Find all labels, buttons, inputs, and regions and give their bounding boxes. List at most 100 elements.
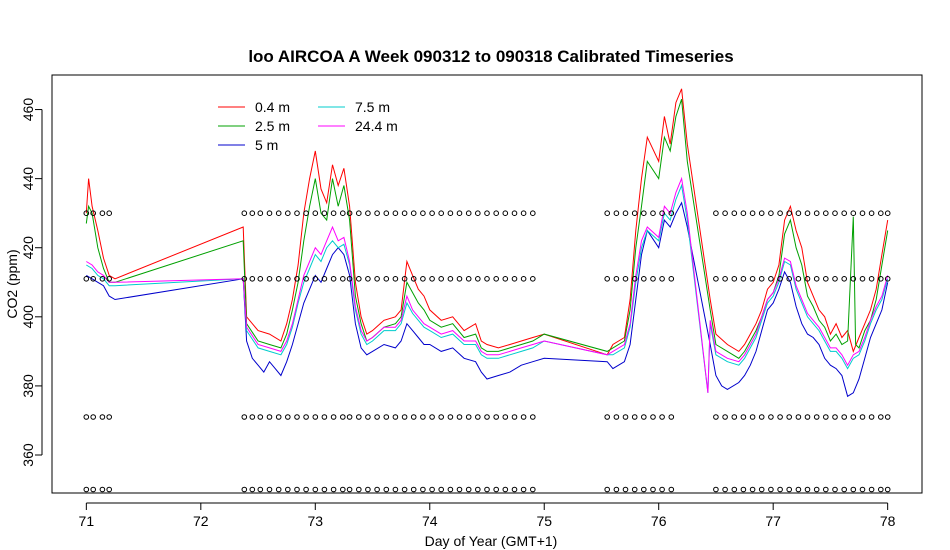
flag-point-3-13 xyxy=(321,486,328,493)
flag-point-1-30 xyxy=(475,276,481,282)
flag-point-2-17 xyxy=(356,414,362,420)
flag-point-2-7 xyxy=(266,414,273,420)
flag-point-0-27 xyxy=(447,210,454,216)
flag-point-0-58 xyxy=(832,210,838,216)
flag-point-3-26 xyxy=(438,486,445,493)
flag-point-2-43 xyxy=(659,414,665,420)
flag-point-3-58 xyxy=(832,486,838,493)
flag-point-1-46 xyxy=(722,276,728,282)
flag-point-3-44 xyxy=(668,486,675,493)
flag-point-1-11 xyxy=(303,276,309,282)
flag-point-1-40 xyxy=(631,276,638,282)
flag-point-1-20 xyxy=(383,276,390,282)
flag-point-1-51 xyxy=(768,276,774,282)
flag-point-3-41 xyxy=(641,486,647,493)
flag-point-2-6 xyxy=(257,414,264,420)
flag-point-0-28 xyxy=(456,210,463,216)
flag-point-1-63 xyxy=(878,276,884,282)
flag-point-3-61 xyxy=(859,486,866,493)
flag-point-0-7 xyxy=(266,210,273,216)
flag-point-1-54 xyxy=(795,276,802,282)
flag-point-0-20 xyxy=(383,210,390,216)
flag-point-3-37 xyxy=(604,486,611,493)
flag-point-3-8 xyxy=(275,486,282,493)
flag-point-2-18 xyxy=(365,414,371,420)
flag-point-2-58 xyxy=(832,414,838,420)
flag-point-0-55 xyxy=(804,210,811,216)
flag-point-2-15 xyxy=(340,414,346,420)
flag-point-2-34 xyxy=(511,414,518,420)
flag-point-0-57 xyxy=(823,210,829,216)
flag-point-3-56 xyxy=(813,486,820,493)
flag-point-2-23 xyxy=(410,414,417,420)
flag-point-2-10 xyxy=(294,414,300,420)
flag-point-3-23 xyxy=(410,486,417,493)
flag-point-0-56 xyxy=(813,210,820,216)
flag-point-3-46 xyxy=(722,486,728,493)
flag-point-2-42 xyxy=(650,414,656,420)
flag-point-2-32 xyxy=(493,414,500,420)
flag-point-1-52 xyxy=(777,276,783,282)
flag-point-3-43 xyxy=(659,486,665,493)
flag-point-1-38 xyxy=(613,276,620,282)
flag-point-3-33 xyxy=(502,486,509,493)
flag-point-3-36 xyxy=(530,486,536,493)
flag-point-2-33 xyxy=(502,414,509,420)
flag-point-2-4 xyxy=(241,414,248,420)
flag-point-0-50 xyxy=(758,210,765,216)
flag-point-0-36 xyxy=(530,210,536,216)
flag-point-3-28 xyxy=(456,486,463,493)
flag-point-1-23 xyxy=(410,276,417,282)
flag-point-3-63 xyxy=(878,486,884,493)
flag-point-2-38 xyxy=(613,414,620,420)
flag-point-1-55 xyxy=(804,276,811,282)
flag-point-2-63 xyxy=(878,414,884,420)
flag-point-3-9 xyxy=(285,486,291,493)
flag-point-3-54 xyxy=(795,486,802,493)
flag-point-3-3 xyxy=(106,486,112,493)
flag-point-3-50 xyxy=(758,486,765,493)
flag-point-3-34 xyxy=(511,486,518,493)
flag-point-1-13 xyxy=(321,276,328,282)
flag-point-3-59 xyxy=(841,486,848,493)
flag-point-1-61 xyxy=(859,276,866,282)
x-tick-label-71: 71 xyxy=(79,513,95,529)
flag-point-1-24 xyxy=(420,276,426,282)
x-tick-label-73: 73 xyxy=(308,513,324,529)
legend-label-1: 2.5 m xyxy=(255,118,290,134)
flag-point-0-44 xyxy=(668,210,675,216)
flag-point-1-2 xyxy=(99,276,106,282)
flag-point-1-44 xyxy=(668,276,675,282)
flag-point-1-15 xyxy=(340,276,346,282)
y-tick-label-380: 380 xyxy=(20,374,36,398)
flag-point-1-10 xyxy=(294,276,300,282)
flag-point-0-10 xyxy=(294,210,300,216)
flag-point-3-53 xyxy=(786,486,793,493)
flag-point-1-62 xyxy=(868,276,875,282)
flag-point-3-57 xyxy=(823,486,829,493)
x-tick-label-76: 76 xyxy=(651,513,667,529)
y-tick-label-400: 400 xyxy=(20,305,36,329)
flag-point-2-30 xyxy=(475,414,481,420)
series-layer xyxy=(85,88,889,398)
flag-point-2-29 xyxy=(465,414,472,420)
flag-point-1-57 xyxy=(823,276,829,282)
series-line-3 xyxy=(86,183,889,393)
flag-point-0-31 xyxy=(484,210,490,216)
flag-point-0-41 xyxy=(641,210,647,216)
flag-point-1-5 xyxy=(249,276,256,282)
flag-point-1-0 xyxy=(83,276,90,282)
chart-title: loo AIRCOA A Week 090312 to 090318 Calib… xyxy=(248,47,733,66)
flag-point-0-3 xyxy=(106,210,112,216)
flag-point-0-5 xyxy=(249,210,256,216)
x-tick-label-72: 72 xyxy=(193,513,209,529)
flag-point-3-40 xyxy=(631,486,638,493)
flag-point-3-15 xyxy=(340,486,346,493)
flag-point-0-0 xyxy=(83,210,90,216)
flag-point-1-47 xyxy=(731,276,738,282)
flag-point-2-40 xyxy=(631,414,638,420)
series-line-1 xyxy=(85,99,889,359)
flag-point-1-3 xyxy=(106,276,112,282)
flag-point-1-4 xyxy=(241,276,248,282)
